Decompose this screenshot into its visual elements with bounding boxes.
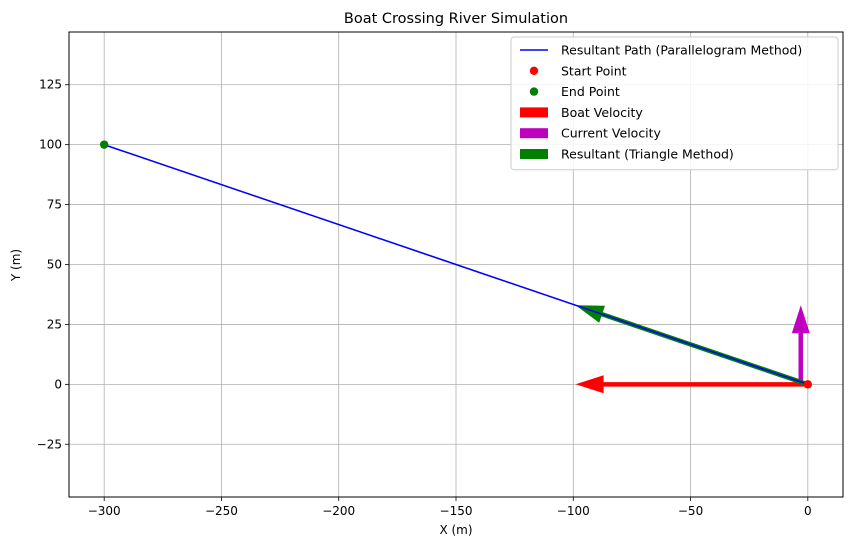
legend-label: Current Velocity — [561, 126, 662, 141]
current-velocity-arrow — [791, 305, 810, 385]
legend-marker-swatch — [529, 66, 539, 76]
x-axis-label: X (m) — [439, 523, 472, 537]
x-tick-label: −50 — [678, 504, 703, 518]
end-point-marker — [99, 140, 109, 149]
boat-velocity-arrow — [575, 375, 808, 394]
y-tick-label: 125 — [39, 78, 62, 92]
resultant-path-line — [103, 143, 809, 386]
x-tick-label: −150 — [440, 504, 473, 518]
y-tick-label: −25 — [37, 437, 62, 451]
y-tick-label: 0 — [54, 377, 62, 391]
x-tick-label: −300 — [88, 504, 121, 518]
x-tick-label: −250 — [205, 504, 238, 518]
legend-label: Resultant (Triangle Method) — [561, 147, 734, 162]
x-tick-label: 0 — [804, 504, 812, 518]
y-tick-label: 50 — [47, 258, 62, 272]
legend-label: End Point — [561, 84, 620, 99]
legend: Resultant Path (Parallelogram Method) Sta… — [510, 36, 839, 171]
plot-data — [99, 140, 813, 394]
legend-marker-swatch — [529, 87, 539, 96]
legend-patch-swatch — [520, 149, 548, 159]
y-tick-label: 75 — [47, 198, 62, 212]
start-point-marker — [803, 380, 813, 389]
legend-label: Boat Velocity — [561, 105, 643, 120]
x-tick-label: −100 — [557, 504, 590, 518]
legend-patch-swatch — [520, 128, 548, 139]
chart-title: Boat Crossing River Simulation — [344, 11, 568, 27]
legend-box — [510, 36, 839, 171]
legend-label: Resultant Path (Parallelogram Method) — [561, 43, 802, 58]
legend-patch-swatch — [520, 107, 548, 118]
y-tick-label: 100 — [39, 138, 62, 152]
y-axis-label: Y (m) — [9, 249, 23, 282]
x-tick-label: −200 — [322, 504, 355, 518]
legend-label: Start Point — [561, 63, 627, 78]
y-tick-label: 25 — [47, 317, 62, 331]
